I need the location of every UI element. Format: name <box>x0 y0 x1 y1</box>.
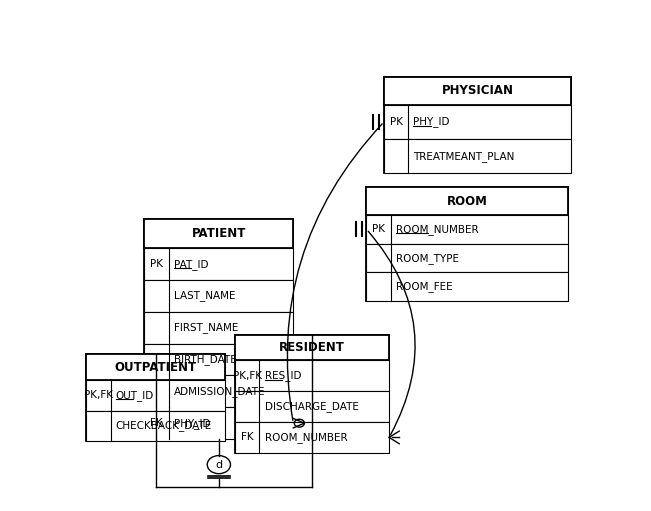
Text: PK,FK: PK,FK <box>84 390 113 400</box>
Text: BIRTH_DATE: BIRTH_DATE <box>174 354 236 365</box>
Text: ROOM_FEE: ROOM_FEE <box>396 282 452 292</box>
Text: PK: PK <box>372 224 385 234</box>
FancyArrowPatch shape <box>287 124 382 421</box>
FancyBboxPatch shape <box>384 77 571 173</box>
FancyBboxPatch shape <box>145 219 293 439</box>
Text: FK: FK <box>150 418 163 428</box>
FancyBboxPatch shape <box>384 139 571 173</box>
FancyBboxPatch shape <box>235 391 389 422</box>
FancyBboxPatch shape <box>367 244 568 272</box>
FancyBboxPatch shape <box>87 410 225 441</box>
FancyBboxPatch shape <box>145 376 293 407</box>
Text: OUTPATIENT: OUTPATIENT <box>115 361 197 374</box>
Text: FK: FK <box>241 432 254 443</box>
FancyBboxPatch shape <box>145 280 293 312</box>
Text: CHECKBACK_DATE: CHECKBACK_DATE <box>116 421 212 431</box>
FancyBboxPatch shape <box>87 355 225 441</box>
FancyArrowPatch shape <box>368 231 415 435</box>
FancyBboxPatch shape <box>367 272 568 301</box>
Text: PK: PK <box>390 117 403 127</box>
Text: ROOM_NUMBER: ROOM_NUMBER <box>396 224 478 235</box>
FancyBboxPatch shape <box>367 187 568 301</box>
FancyBboxPatch shape <box>235 335 389 360</box>
FancyBboxPatch shape <box>367 187 568 215</box>
Text: PHYSICIAN: PHYSICIAN <box>441 84 514 97</box>
Text: FIRST_NAME: FIRST_NAME <box>174 322 238 333</box>
Text: d: d <box>215 459 223 470</box>
FancyBboxPatch shape <box>87 355 225 380</box>
Text: LAST_NAME: LAST_NAME <box>174 290 235 301</box>
Text: RESIDENT: RESIDENT <box>279 341 345 354</box>
Text: TREATMEANT_PLAN: TREATMEANT_PLAN <box>413 151 515 161</box>
FancyBboxPatch shape <box>145 248 293 280</box>
Text: ROOM_TYPE: ROOM_TYPE <box>396 252 459 264</box>
FancyBboxPatch shape <box>235 422 389 453</box>
Text: PHY_ID: PHY_ID <box>413 117 450 127</box>
FancyBboxPatch shape <box>384 105 571 139</box>
FancyBboxPatch shape <box>145 312 293 343</box>
FancyBboxPatch shape <box>384 77 571 105</box>
Text: ADMISSION_DATE: ADMISSION_DATE <box>174 386 265 397</box>
Text: DISCHARGE_DATE: DISCHARGE_DATE <box>264 401 359 412</box>
Text: PHY_ID: PHY_ID <box>174 417 210 429</box>
Text: ROOM: ROOM <box>447 195 488 207</box>
FancyBboxPatch shape <box>87 380 225 410</box>
Text: ROOM_NUMBER: ROOM_NUMBER <box>264 432 347 443</box>
Text: PAT_ID: PAT_ID <box>174 259 208 270</box>
Text: OUT_ID: OUT_ID <box>116 390 154 401</box>
FancyBboxPatch shape <box>145 343 293 376</box>
Text: PK: PK <box>150 259 163 269</box>
FancyBboxPatch shape <box>145 407 293 439</box>
Text: PATIENT: PATIENT <box>191 227 246 240</box>
FancyBboxPatch shape <box>235 335 389 453</box>
FancyBboxPatch shape <box>235 360 389 391</box>
Text: PK,FK: PK,FK <box>233 371 262 381</box>
Text: RES_ID: RES_ID <box>264 370 301 381</box>
FancyBboxPatch shape <box>145 219 293 248</box>
FancyBboxPatch shape <box>367 215 568 244</box>
